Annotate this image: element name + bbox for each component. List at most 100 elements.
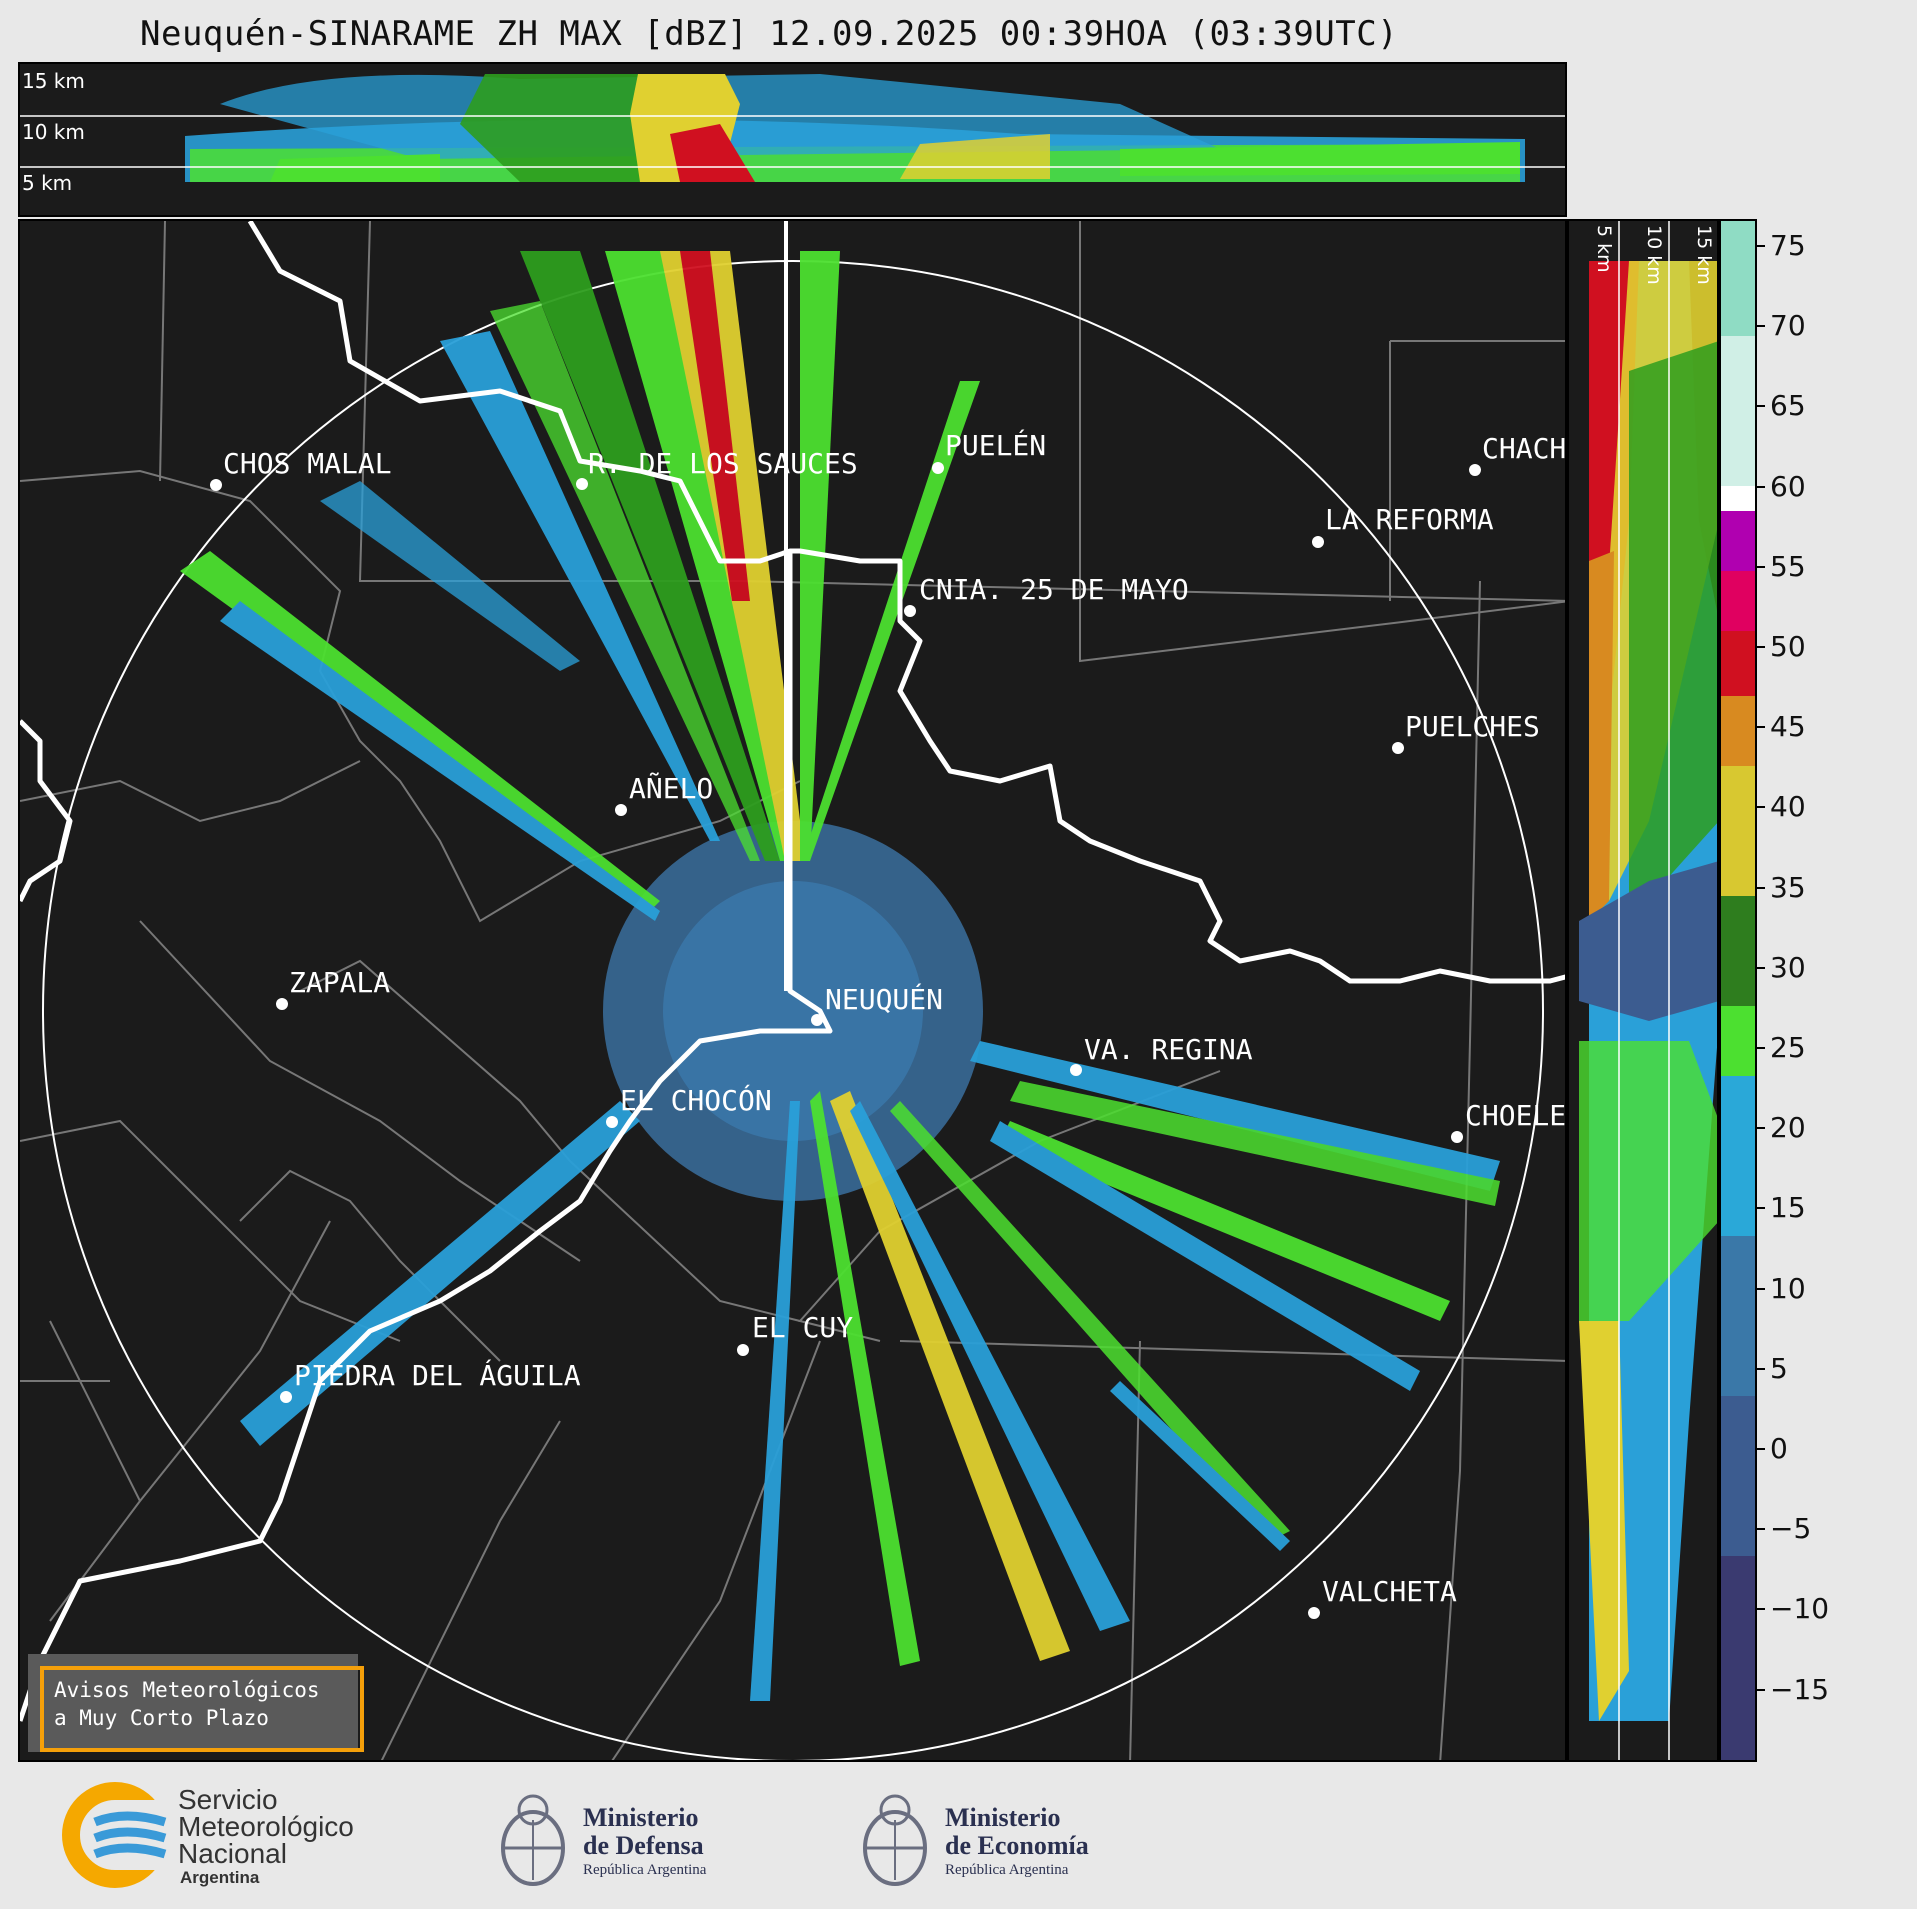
city-dot [615,804,627,816]
colorbar-seg-30 [1721,896,1755,1006]
colorbar-tick-label: 50 [1770,630,1806,663]
city-dot [606,1116,618,1128]
radar-map-panel[interactable]: CHOS MALAL R. DE LOS SAUCES PUELÉN CHACH… [18,219,1567,1762]
economia-seal-icon [863,1794,927,1886]
colorbar-tick [1757,565,1765,568]
colorbar-tick [1757,405,1765,408]
city-dot [1392,742,1404,754]
side-height-label-10km: 10 km [1643,225,1665,285]
city-label-piedra-del-aguila: PIEDRA DEL ÁGUILA [294,1359,581,1392]
economia-line1: Ministerio [945,1803,1061,1832]
avisos-line1: Avisos Meteorológicos [54,1678,320,1702]
colorbar-tick [1757,726,1765,729]
colorbar-tick [1757,646,1765,648]
colorbar-tick [1757,1528,1765,1531]
city-label-chos-malal: CHOS MALAL [223,447,392,480]
colorbar-seg-0 [1721,1396,1755,1556]
city-dot [932,462,944,474]
colorbar-tick-label: 20 [1770,1111,1806,1145]
defensa-seal-icon [501,1794,565,1886]
city-dot [1070,1064,1082,1076]
city-label-valcheta: VALCHETA [1322,1575,1457,1608]
city-dot [904,605,916,617]
city-dot [276,998,288,1010]
city-dot [210,479,222,491]
page-title: Neuquén-SINARAME ZH MAX [dBZ] 12.09.2025… [140,14,1399,54]
colorbar-tick-label: 15 [1770,1191,1806,1225]
colorbar [1719,219,1757,1762]
colorbar-tick-label: 0 [1770,1432,1788,1465]
colorbar-seg-45 [1721,631,1755,696]
side-cross-section-image [1569,221,1717,1760]
smn-line2: Meteorológico [178,1811,354,1842]
colorbar-tick-label: 10 [1770,1271,1806,1305]
avisos-badge[interactable]: Avisos Meteorológicos a Muy Corto Plazo [28,1654,364,1752]
colorbar-tick-label: 70 [1770,309,1806,343]
colorbar-seg-15 [1721,1076,1755,1236]
city-label-anelo: AÑELO [629,772,714,805]
city-label-choele: CHOELE [1465,1099,1567,1132]
province-borders [20,221,1565,1722]
colorbar-seg-20 [1721,1006,1755,1076]
colorbar-tick-label: 60 [1770,469,1806,503]
radar-echoes [180,251,1500,1701]
city-dot [737,1344,749,1356]
city-label-va-regina: VA. REGINA [1084,1033,1253,1066]
city-label-cnia-25-de-mayo: CNIA. 25 DE MAYO [919,573,1189,606]
colorbar-tick [1757,806,1765,809]
city-label-la-reforma: LA REFORMA [1325,503,1494,536]
colorbar-tick [1757,1207,1765,1210]
colorbar-tick [1757,1688,1765,1691]
colorbar-tick [1757,886,1765,889]
colorbar-tick [1757,1047,1765,1049]
top-cross-section-image [20,64,1565,215]
height-label-10km: 10 km [22,120,85,144]
colorbar-tick [1757,1448,1765,1450]
city-label-neuquen: NEUQUÉN [825,983,944,1016]
colorbar-tick-label: 40 [1770,790,1806,824]
city-dot [576,478,588,490]
height-label-15km: 15 km [22,69,85,93]
city-dot [811,1014,823,1026]
side-height-label-15km: 15 km [1693,225,1715,285]
colorbar-tick-label: 25 [1770,1031,1806,1064]
defensa-line2: de Defensa [583,1831,704,1860]
colorbar-tick-label: 55 [1770,549,1806,583]
colorbar-tick [1757,245,1765,247]
city-label-el-cuy: EL CUY [752,1311,854,1344]
city-label-r-de-los-sauces: R. DE LOS SAUCES [588,447,858,480]
colorbar-seg-55 [1721,511,1755,571]
colorbar-tick [1757,966,1765,969]
colorbar-tick [1757,1127,1765,1130]
colorbar-tick-label: 45 [1770,710,1806,744]
colorbar-tick [1757,1367,1765,1370]
colorbar-seg-65 [1721,336,1755,486]
colorbar-seg-60 [1721,486,1755,511]
colorbar-tick [1757,485,1765,488]
colorbar-tick-label: −15 [1770,1672,1830,1706]
city-dot [1451,1131,1463,1143]
side-cross-section-panel: 5 km 10 km 15 km [1567,219,1719,1762]
city-dot [1312,536,1324,548]
colorbar-seg-75 [1721,221,1755,336]
colorbar-seg-35 [1721,766,1755,896]
colorbar-seg-m15 [1721,1556,1755,1760]
colorbar-tick-label: 35 [1770,870,1806,904]
colorbar-tick-label: 30 [1770,950,1806,984]
city-label-chach: CHACH [1482,432,1567,465]
colorbar-tick [1757,1287,1765,1290]
defensa-sub: República Argentina [583,1862,707,1878]
city-dot [280,1391,292,1403]
colorbar-tick-label: 75 [1770,229,1806,262]
side-height-label-5km: 5 km [1593,225,1615,273]
city-dot [1469,464,1481,476]
colorbar-tick-label: 65 [1770,389,1806,423]
city-label-puelches: PUELCHES [1405,710,1540,743]
avisos-box: Avisos Meteorológicos a Muy Corto Plazo [40,1666,364,1752]
economia-line2: de Economía [945,1831,1089,1860]
avisos-line2: a Muy Corto Plazo [54,1706,269,1730]
city-label-zapala: ZAPALA [289,966,391,999]
colorbar-tick [1757,1608,1765,1611]
smn-line1: Servicio [178,1784,278,1815]
city-dot [1308,1607,1320,1619]
